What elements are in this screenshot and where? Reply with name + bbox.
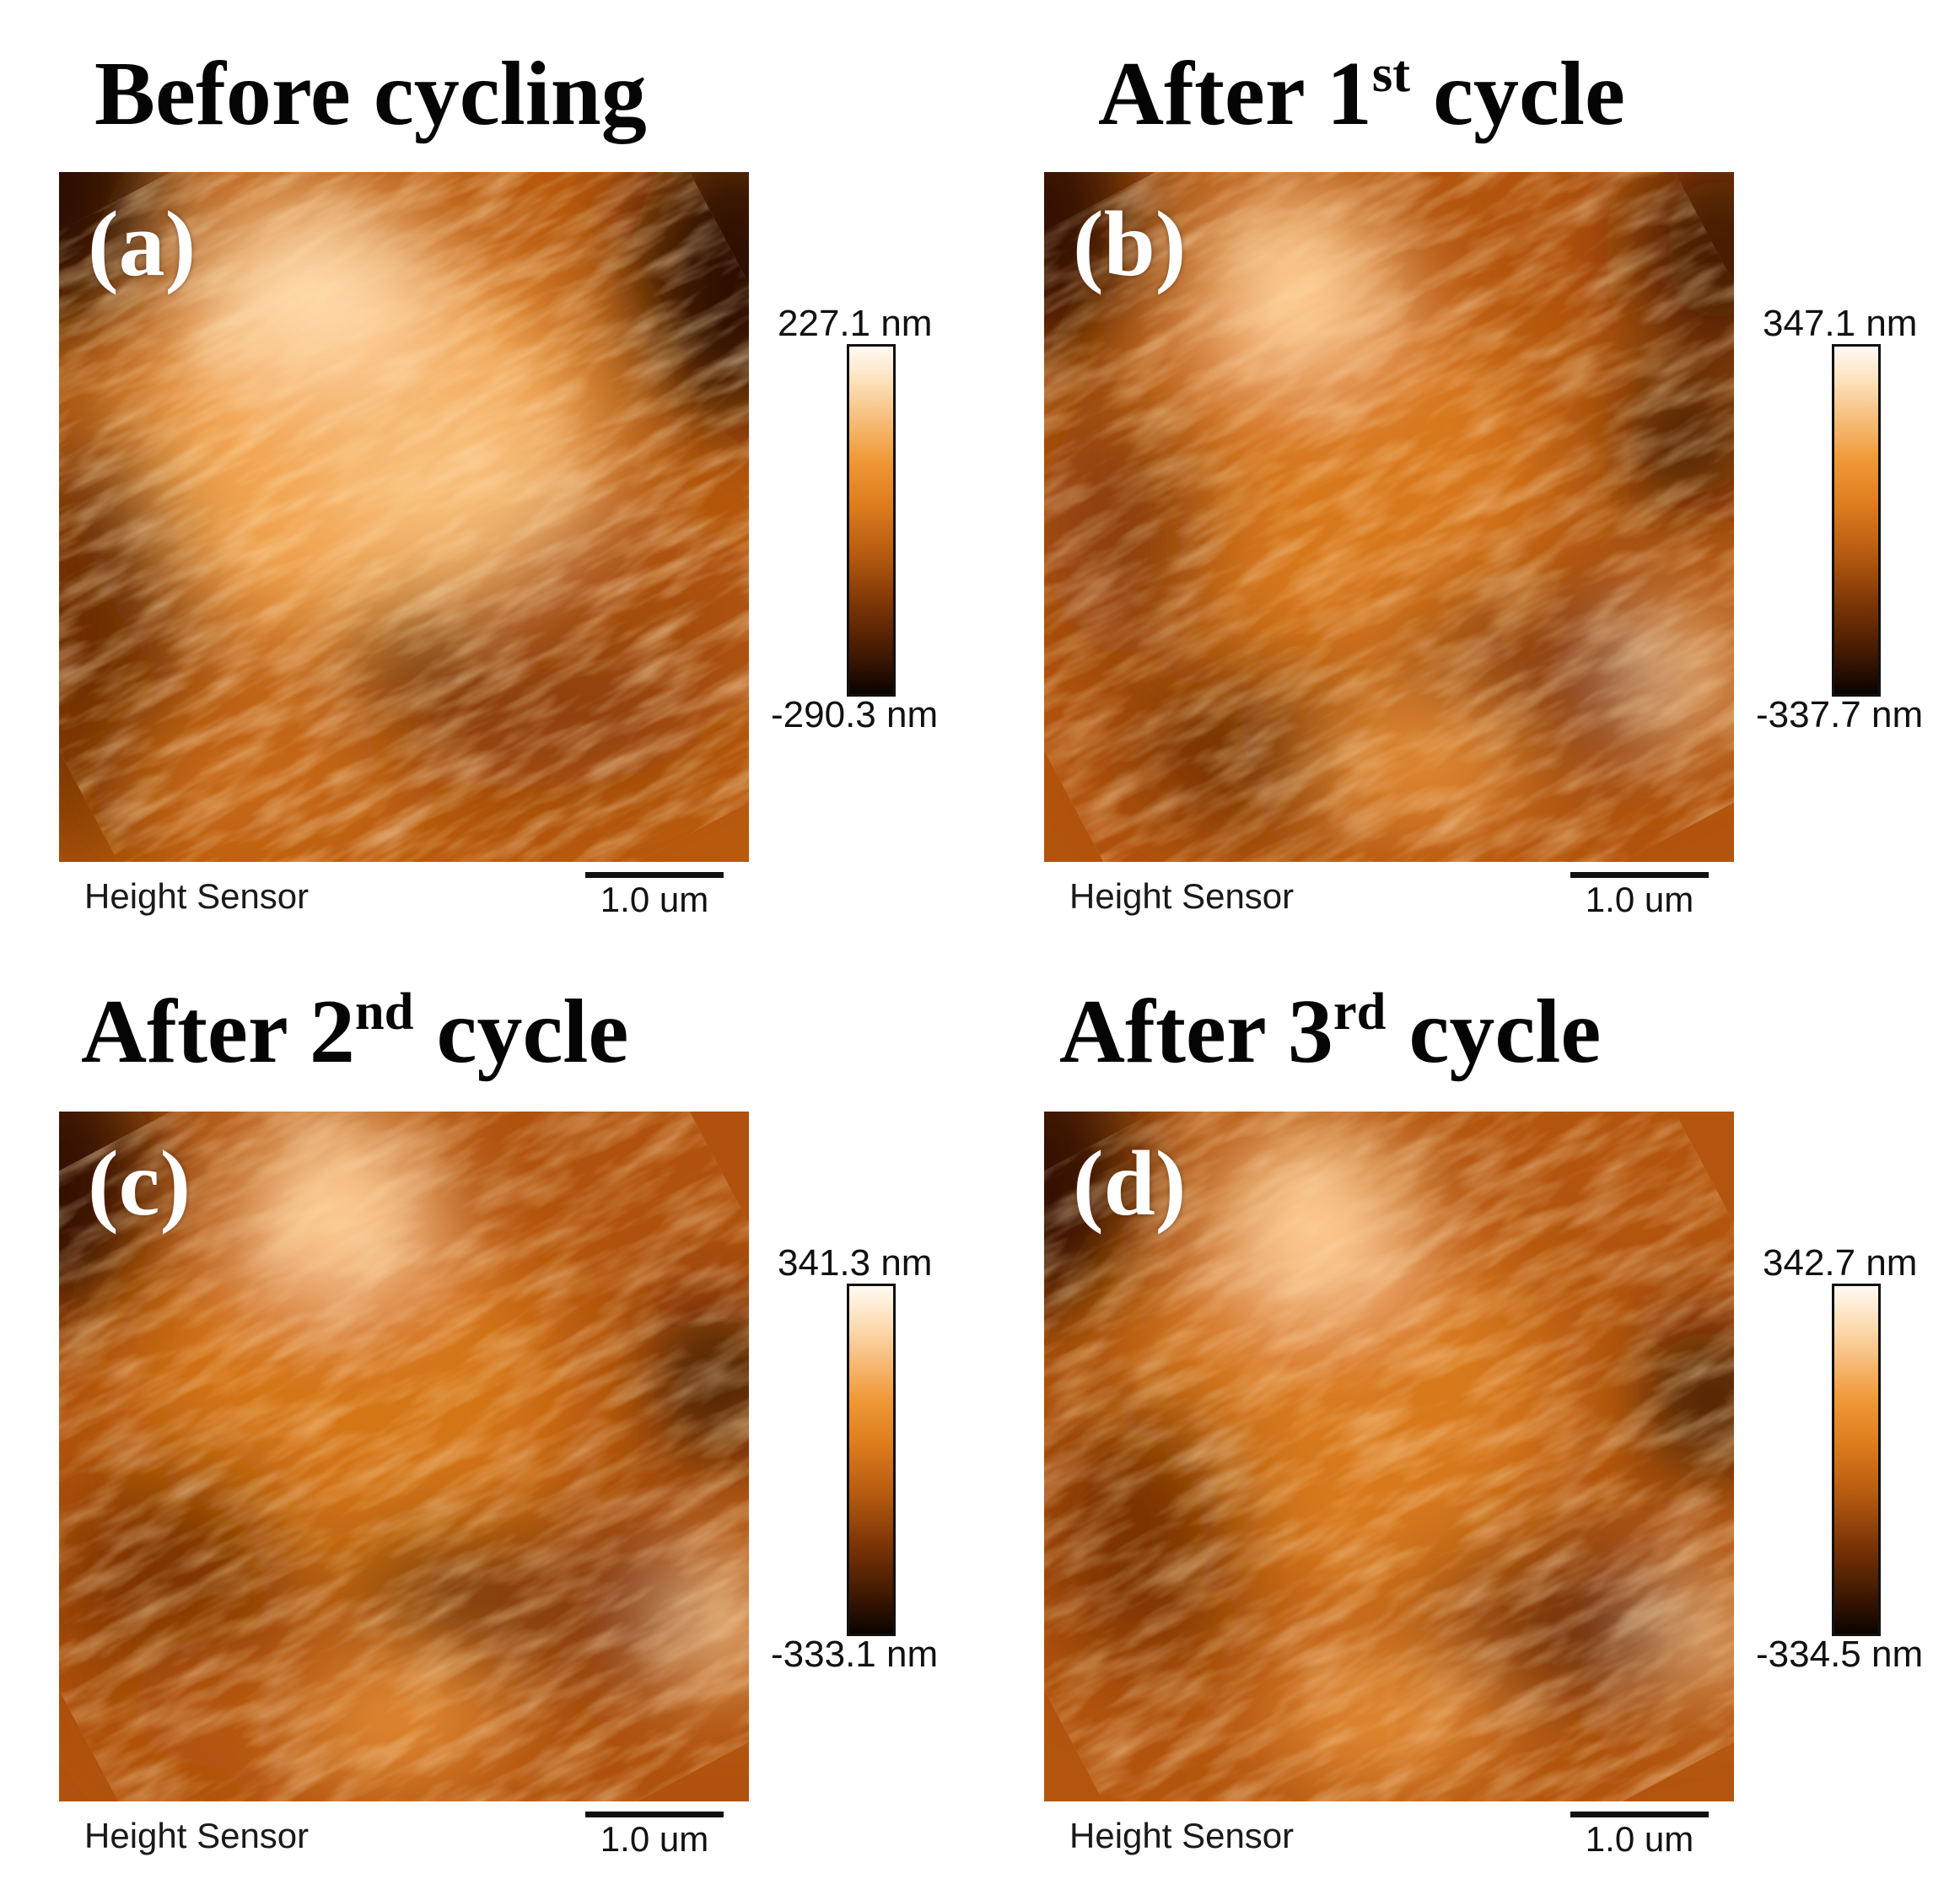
panel-c-title-main: After 2 xyxy=(81,982,355,1082)
panel-d-title-main: After 3 xyxy=(1059,982,1333,1082)
panel-a-scale-label: 1.0 um xyxy=(600,880,709,919)
panel-b-colorbar-max: 347.1 nm xyxy=(1763,303,1918,344)
panel-b-afm-image: (b) xyxy=(1044,172,1734,862)
panel-c-afm-image: (c) xyxy=(59,1112,749,1801)
panel-a-title: Before cycling xyxy=(94,49,647,140)
panel-b-label: (b) xyxy=(1073,192,1187,295)
panel-a-afm-image: (a) xyxy=(59,172,749,862)
panel-a-label: (a) xyxy=(88,192,197,295)
panel-c-colorbar-min: -333.1 nm xyxy=(771,1634,939,1675)
panel-d-title: After 3rd cycle xyxy=(1059,985,1601,1078)
panel-d-colorbar-max: 342.7 nm xyxy=(1763,1242,1918,1284)
panel-a-colorbar xyxy=(847,344,896,697)
panel-c-colorbar xyxy=(847,1284,896,1636)
panel-d-title-tail: cycle xyxy=(1386,982,1602,1082)
panel-c-title: After 2nd cycle xyxy=(81,985,628,1078)
panel-b-title-sup: st xyxy=(1371,44,1411,104)
panel-b-colorbar xyxy=(1832,344,1881,697)
panel-b-colorbar-min: -337.7 nm xyxy=(1756,694,1924,735)
panel-b-title: After 1st cycle xyxy=(1098,47,1625,140)
panel-d-label: (d) xyxy=(1073,1132,1187,1235)
panel-a-colorbar-min: -290.3 nm xyxy=(771,694,939,735)
panel-c-title-tail: cycle xyxy=(413,982,629,1082)
panel-b-scale-label: 1.0 um xyxy=(1585,880,1694,919)
panel-d-colorbar-min: -334.5 nm xyxy=(1756,1634,1924,1675)
panel-d-scale-bar xyxy=(1570,1812,1709,1817)
panel-a-scale-bar xyxy=(585,872,724,878)
panel-b-title-main: After 1 xyxy=(1098,44,1372,144)
panel-d-title-sup: rd xyxy=(1333,982,1387,1042)
panel-a-sensor-label: Height Sensor xyxy=(84,876,310,916)
panel-b-title-tail: cycle xyxy=(1410,44,1625,144)
panel-c-sensor-label: Height Sensor xyxy=(84,1816,310,1855)
panel-c-scale-bar xyxy=(585,1812,724,1817)
panel-a-colorbar-max: 227.1 nm xyxy=(778,303,933,344)
panel-c-scale-label: 1.0 um xyxy=(600,1819,709,1859)
panel-c-colorbar-max: 341.3 nm xyxy=(778,1242,933,1284)
panel-a-title-main: Before cycling xyxy=(94,44,647,144)
panel-d-height-map xyxy=(1044,1112,1734,1801)
panel-b-sensor-label: Height Sensor xyxy=(1069,876,1295,916)
panel-d-scale-label: 1.0 um xyxy=(1585,1819,1694,1859)
panel-c-title-sup: nd xyxy=(354,982,414,1042)
panel-d-colorbar xyxy=(1832,1284,1881,1636)
panel-d-sensor-label: Height Sensor xyxy=(1069,1816,1295,1855)
panel-c-label: (c) xyxy=(88,1132,191,1235)
panel-a-height-map xyxy=(59,172,749,862)
panel-b-height-map xyxy=(1044,172,1734,862)
panel-d-afm-image: (d) xyxy=(1044,1112,1734,1801)
panel-c-height-map xyxy=(59,1112,749,1801)
panel-b-scale-bar xyxy=(1570,872,1709,878)
